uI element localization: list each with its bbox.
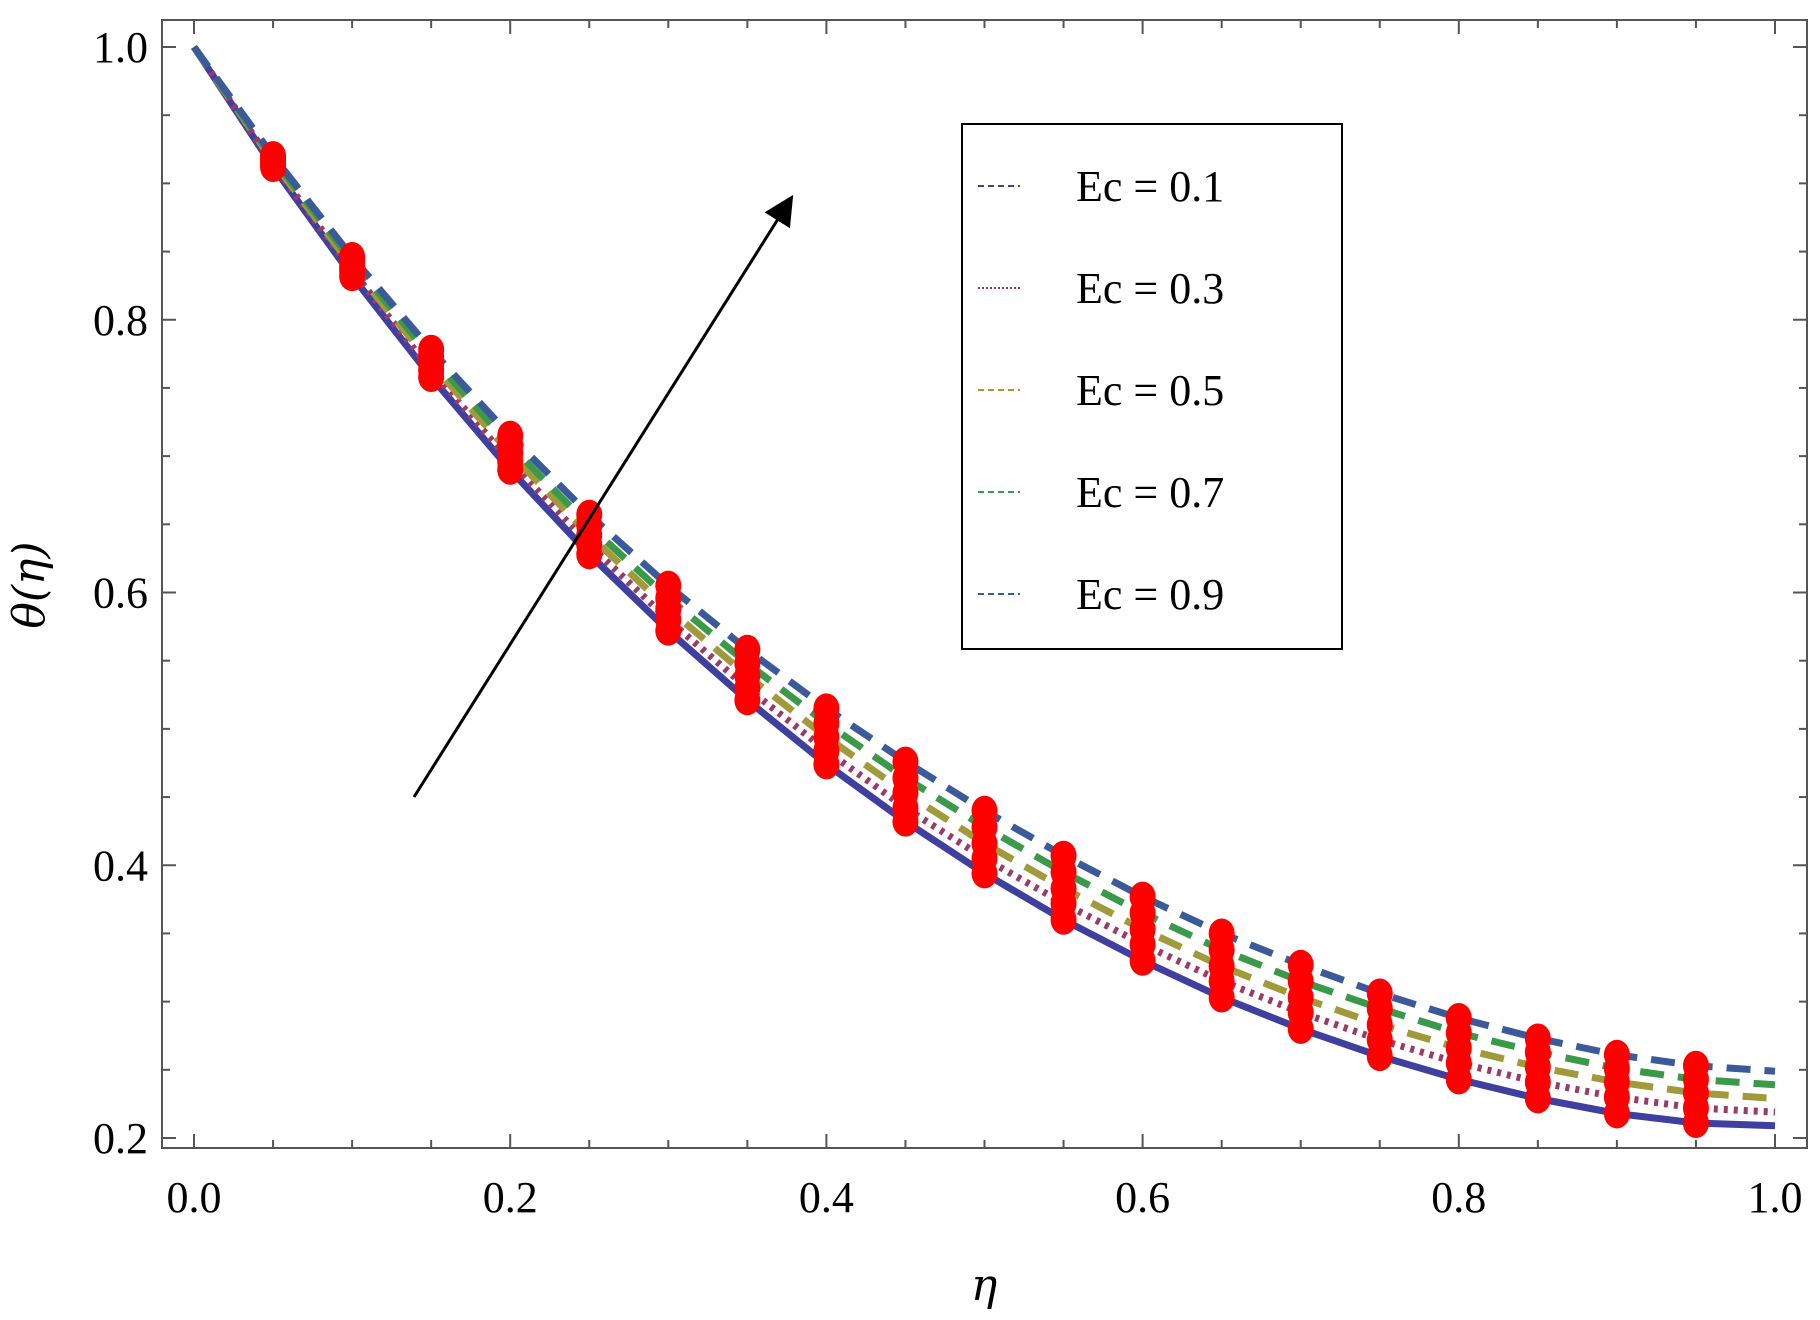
legend-label: Ec = 0.5 [1076,366,1224,415]
legend-label: Ec = 0.1 [1076,162,1224,211]
data-point [1287,949,1314,980]
data-point [655,570,682,601]
y-tick-label: 0.4 [93,841,148,890]
data-point [260,141,287,172]
y-axis-label: θ(η) [4,541,55,628]
y-tick-labels: 0.2 0.4 0.6 0.8 1.0 [93,23,148,1163]
data-point [971,795,998,826]
x-tick-label: 0.0 [167,1173,222,1222]
x-tick-labels: 0.0 0.2 0.4 0.6 0.8 1.0 [167,1173,1803,1222]
y-tick-label: 0.8 [93,296,148,345]
legend-label: Ec = 0.7 [1076,468,1224,517]
data-point [1208,918,1235,949]
ticks [162,20,1807,1148]
data-point [1445,1002,1472,1033]
x-tick-label: 0.6 [1115,1173,1170,1222]
y-tick-label: 0.2 [93,1114,148,1163]
data-point [892,746,919,777]
data-point [1129,881,1156,912]
legend-label: Ec = 0.9 [1076,570,1224,619]
trend-arrow [412,194,794,798]
data-point [1366,978,1393,1009]
x-tick-label: 0.2 [483,1173,538,1222]
legend-label: Ec = 0.3 [1076,264,1224,313]
data-point [339,242,366,273]
y-tick-label: 1.0 [93,23,148,72]
marker-layer [260,141,1709,1138]
x-tick-label: 1.0 [1748,1173,1803,1222]
data-point [734,634,761,665]
x-axis-label: η [971,1260,997,1311]
data-point [497,420,524,451]
data-point [1524,1023,1551,1054]
data-point [418,334,445,365]
data-point [1682,1050,1709,1081]
y-tick-label: 0.6 [93,569,148,618]
data-point [813,693,840,724]
x-tick-label: 0.8 [1431,1173,1486,1222]
data-point [1603,1039,1630,1070]
legend: Ec = 0.1 Ec = 0.3 Ec = 0.5 Ec = 0.7 Ec = 0.9 [961,123,1343,650]
data-point [1050,840,1077,871]
legend-items: Ec = 0.1 Ec = 0.3 Ec = 0.5 Ec = 0.7 Ec = 0.9 [978,162,1224,619]
x-tick-label: 0.4 [799,1173,854,1222]
legend-box [961,123,1343,650]
series-line-3 [191,45,1776,1102]
